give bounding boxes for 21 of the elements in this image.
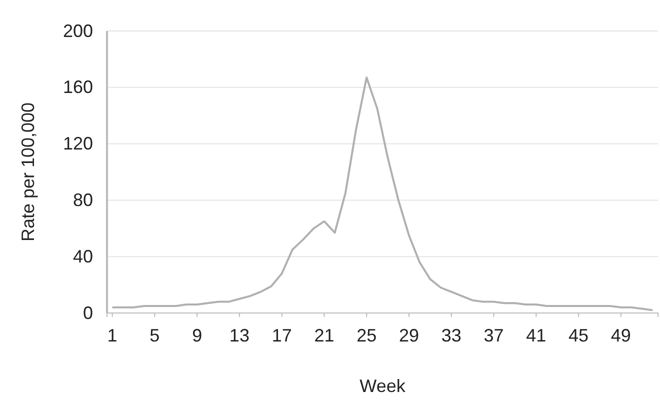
- x-axis-title: Week: [360, 376, 406, 396]
- x-tick-label: 37: [484, 326, 504, 346]
- x-tick-label: 41: [526, 326, 546, 346]
- y-tick-label: 40: [72, 246, 93, 266]
- x-tick-label: 9: [192, 326, 202, 346]
- y-tick-label: 200: [62, 20, 93, 41]
- x-tick-label: 45: [568, 326, 589, 346]
- x-tick-label: 33: [441, 326, 462, 346]
- y-axis-title: Rate per 100,000: [18, 102, 38, 242]
- x-tick-label: 21: [314, 326, 334, 346]
- y-tick-label: 0: [82, 302, 93, 323]
- x-tick-label: 13: [229, 326, 250, 346]
- x-tick-label: 25: [356, 326, 377, 346]
- x-tick-label: 49: [610, 326, 631, 346]
- x-tick-label: 29: [398, 326, 420, 346]
- y-tick-label: 120: [62, 134, 93, 154]
- x-tick-label: 1: [107, 326, 118, 346]
- y-tick-label: 80: [72, 190, 93, 210]
- x-tick-label: 5: [150, 326, 160, 346]
- y-tick-label: 160: [62, 77, 93, 98]
- x-tick-label: 17: [272, 326, 292, 346]
